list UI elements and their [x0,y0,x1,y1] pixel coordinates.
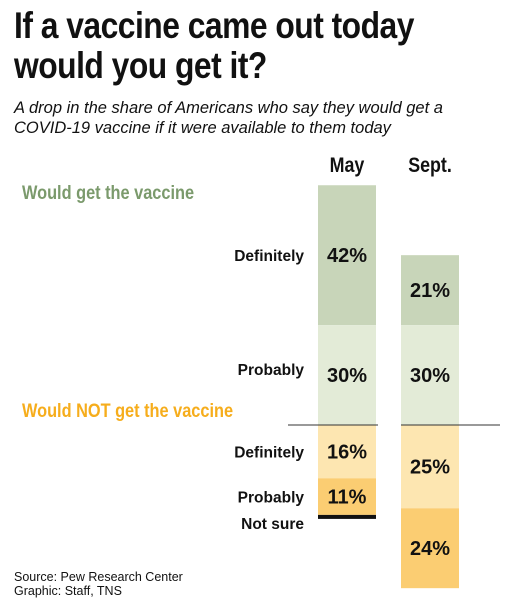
bar-may-3 [318,478,376,515]
row-label-4: Not sure [241,516,304,533]
group-label-not-get: Would NOT get the vaccine [22,400,233,421]
row-label-1: Probably [238,362,305,379]
bar-sept-0 [401,255,459,326]
subtitle-line-1: A drop in the share of Americans who say… [14,99,443,117]
subtitle-line-2: COVID-19 vaccine if it were available to… [14,119,391,137]
title-line-2: would you get it? [14,45,267,86]
value-label-0-2: 16% [327,442,367,464]
value-label-0-3: 11% [328,487,367,509]
bar-sept-1 [401,325,459,425]
source-note: Source: Pew Research Center Graphic: Sta… [14,570,183,598]
bar-may-2 [318,425,376,479]
source-line-1: Source: Pew Research Center [14,570,183,584]
source-line-2: Graphic: Staff, TNS [14,584,122,598]
bar-sept-3 [401,508,459,589]
group-label-get: Would get the vaccine [22,182,194,203]
value-label-0-1: 30% [327,365,367,387]
bar-may-1 [318,325,376,425]
column-header-0: May [330,154,365,178]
title-line-1: If a vaccine came out today [14,5,414,46]
row-label-3: Probably [238,490,305,507]
bar-may-0 [318,185,376,326]
row-label-0: Definitely [234,248,304,265]
value-label-1-3: 24% [410,538,450,560]
chart-title: If a vaccine came out today would you ge… [14,6,435,86]
value-label-1-0: 21% [410,280,450,302]
value-label-0-0: 42% [327,245,367,267]
value-label-1-1: 30% [410,365,450,387]
bar-may-4 [318,514,376,519]
value-label-1-2: 25% [410,457,450,479]
column-header-1: Sept. [408,154,452,178]
bar-sept-2 [401,425,459,509]
row-label-2: Definitely [234,445,304,462]
chart-subtitle: A drop in the share of Americans who say… [14,98,504,138]
